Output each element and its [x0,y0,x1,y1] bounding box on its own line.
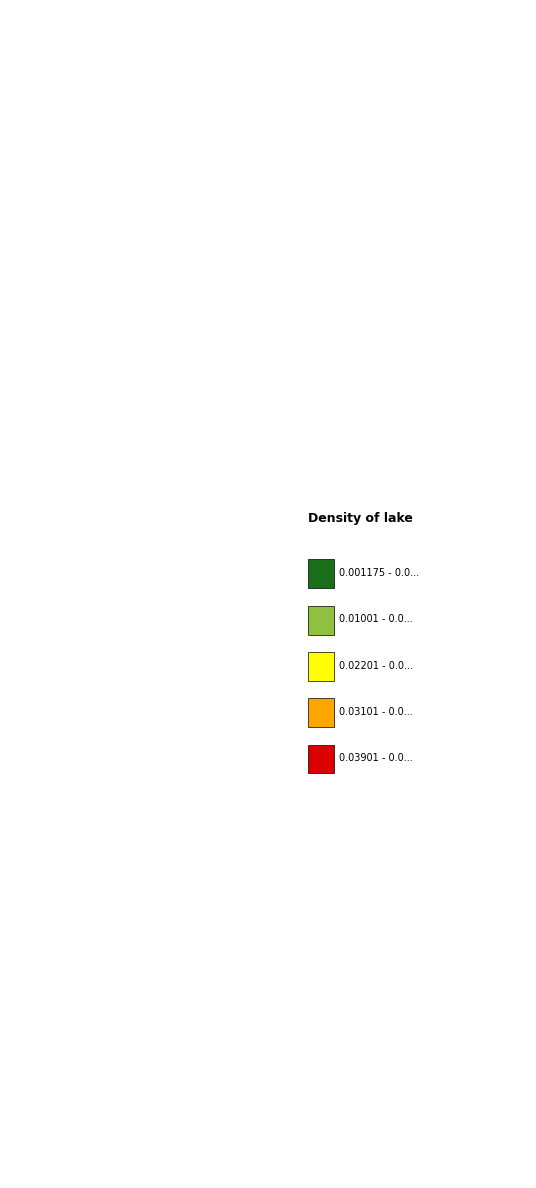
FancyBboxPatch shape [309,606,334,634]
Text: 0.001175 - 0.0...: 0.001175 - 0.0... [339,568,419,579]
Text: 0.02201 - 0.0...: 0.02201 - 0.0... [339,661,413,671]
FancyBboxPatch shape [309,560,334,588]
Text: Density of lake: Density of lake [309,512,413,525]
Text: 0.01001 - 0.0...: 0.01001 - 0.0... [339,614,413,625]
FancyBboxPatch shape [309,652,334,681]
Text: 0.03101 - 0.0...: 0.03101 - 0.0... [339,707,413,718]
Text: 0.03901 - 0.0...: 0.03901 - 0.0... [339,753,413,764]
FancyBboxPatch shape [309,745,334,773]
FancyBboxPatch shape [309,699,334,727]
